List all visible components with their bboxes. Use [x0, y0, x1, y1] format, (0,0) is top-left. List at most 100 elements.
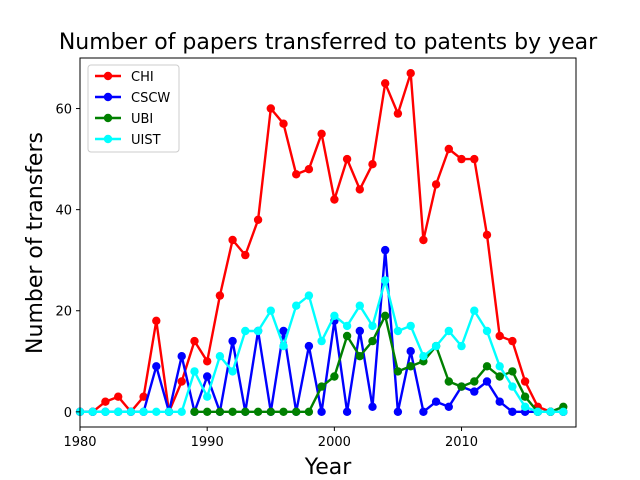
data-point [203, 357, 212, 366]
data-point [88, 407, 97, 416]
data-point [253, 407, 263, 416]
data-point [508, 382, 517, 391]
data-point [317, 336, 326, 346]
data-point [431, 180, 441, 189]
data-point [495, 372, 504, 381]
data-point [495, 397, 504, 406]
legend-marker [103, 71, 113, 81]
data-point [470, 154, 479, 164]
data-point [495, 331, 504, 341]
data-point [241, 326, 250, 336]
data-point [215, 291, 225, 300]
data-point [559, 407, 568, 416]
data-point [342, 321, 352, 331]
y-tick-label: 0 [64, 406, 72, 421]
data-point [470, 306, 479, 315]
data-point [304, 165, 314, 174]
data-point [546, 407, 555, 416]
data-point [368, 160, 377, 169]
plot-frame [79, 57, 577, 428]
data-point [431, 341, 441, 351]
data-point [152, 362, 161, 371]
data-point [190, 336, 199, 346]
data-point [152, 316, 161, 325]
legend-label: UBI [131, 112, 153, 127]
series-uist [75, 276, 568, 416]
data-point [266, 104, 275, 113]
data-point [419, 407, 428, 416]
data-point [177, 352, 186, 361]
data-point [279, 326, 288, 336]
data-point [203, 392, 212, 401]
legend: CHI CSCW UBI UIST [87, 64, 180, 153]
data-point [381, 311, 390, 320]
data-point [330, 372, 339, 381]
y-axis: 0 20 40 60 [55, 103, 80, 421]
data-point [393, 109, 403, 118]
data-point [317, 407, 326, 416]
data-point [368, 402, 377, 411]
data-point [406, 347, 415, 356]
data-point [190, 407, 199, 416]
data-point [419, 235, 428, 245]
data-point [368, 336, 377, 346]
data-point [355, 352, 364, 361]
data-point [444, 326, 453, 336]
data-point [177, 407, 186, 416]
legend-marker [103, 134, 113, 144]
data-point [368, 321, 377, 331]
data-point [203, 407, 212, 416]
data-point [266, 306, 275, 315]
data-point [508, 367, 517, 376]
data-point [304, 291, 314, 300]
data-point [114, 407, 123, 416]
data-point [457, 341, 466, 351]
data-point [215, 407, 225, 416]
data-point [381, 79, 390, 88]
data-point [317, 129, 326, 138]
data-point [342, 331, 352, 341]
data-point [139, 392, 148, 401]
data-point [381, 276, 390, 285]
y-tick-label: 60 [55, 103, 72, 118]
data-point [470, 387, 479, 396]
data-point [164, 407, 174, 416]
x-tick-label: 2010 [445, 435, 478, 450]
data-point [228, 367, 237, 376]
data-point [304, 341, 314, 351]
y-tick-label: 20 [55, 305, 72, 320]
data-point [126, 407, 136, 416]
data-point [533, 407, 542, 416]
data-point [152, 407, 161, 416]
data-point [190, 367, 199, 376]
data-point [457, 154, 466, 164]
data-point [139, 407, 148, 416]
chart-title: Number of papers transferred to patents … [59, 30, 598, 55]
data-point [444, 144, 453, 154]
data-point [419, 352, 428, 361]
data-point [393, 367, 403, 376]
x-axis: 1980 1990 2000 2010 [63, 427, 478, 450]
data-point [482, 326, 492, 336]
data-point [266, 407, 275, 416]
x-axis-label: Year [304, 455, 353, 480]
data-point [482, 377, 492, 386]
data-point [330, 195, 339, 204]
x-tick-label: 1980 [63, 435, 96, 450]
data-point [393, 326, 403, 336]
legend-label: UIST [131, 133, 161, 148]
data-point [101, 397, 110, 406]
data-point [342, 154, 352, 164]
data-point [101, 407, 110, 416]
data-point [330, 311, 339, 320]
data-point [241, 250, 250, 260]
data-point [279, 341, 288, 351]
data-point [520, 392, 530, 401]
y-axis-label: Number of transfers [23, 132, 48, 354]
data-point [406, 321, 415, 331]
data-point [444, 377, 453, 386]
data-point [228, 235, 237, 245]
data-point [253, 215, 263, 224]
y-tick-label: 40 [55, 204, 72, 219]
